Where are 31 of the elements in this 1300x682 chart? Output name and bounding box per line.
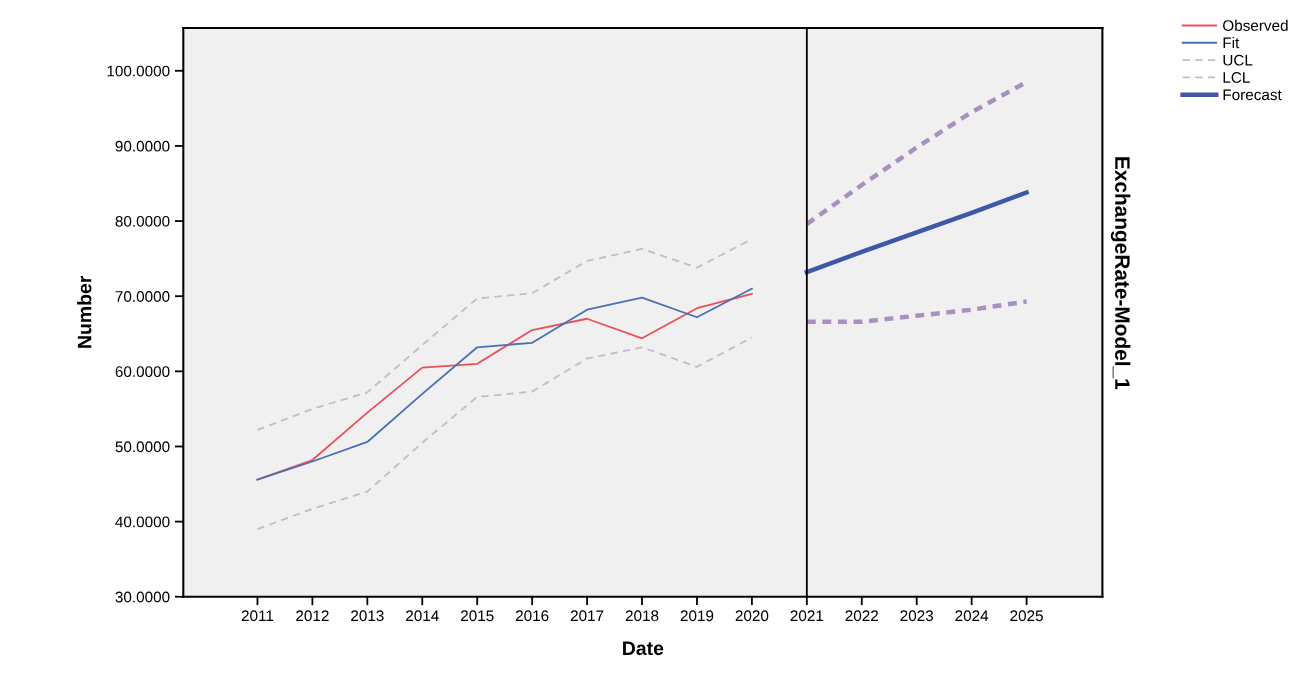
x-tick-label: 2025	[1010, 610, 1043, 622]
x-tick-label: 2013	[351, 610, 384, 622]
x-axis-title: Date	[623, 641, 664, 656]
x-tick-label: 2012	[296, 610, 329, 622]
y-tick-label: 40.0000	[115, 516, 170, 528]
x-tick-label: 2018	[625, 610, 659, 622]
legend-label: Observed	[1223, 19, 1288, 31]
y-axis-title: Number	[77, 275, 92, 348]
legend-label: Fit	[1223, 37, 1240, 49]
x-tick-label: 2020	[735, 610, 769, 622]
x-tick-label: 2014	[406, 610, 439, 622]
y-tick-label: 80.0000	[115, 215, 170, 227]
legend-label: Forecast	[1223, 89, 1282, 101]
x-tick-label: 2024	[955, 610, 989, 622]
x-tick-label: 2015	[460, 610, 494, 622]
x-tick-label: 2017	[570, 610, 604, 622]
legend-label: LCL	[1223, 72, 1250, 83]
x-tick-label: 2011	[241, 610, 274, 622]
y-tick-label: 90.0000	[115, 140, 170, 152]
legend-label: UCL	[1223, 54, 1253, 66]
y-tick-label: 60.0000	[115, 366, 170, 378]
text: ExchangeRate-Model_1	[1110, 157, 1131, 390]
y-tick-label: 50.0000	[115, 441, 170, 453]
x-tick-label: 2021	[790, 610, 824, 622]
x-tick-label: 2016	[515, 610, 549, 622]
y-tick-label: 70.0000	[115, 291, 170, 302]
x-tick-label: 2023	[900, 610, 934, 622]
x-tick-label: 2022	[845, 610, 878, 622]
x-tick-label: 2019	[680, 610, 714, 622]
y-tick-label: 30.0000	[115, 591, 170, 603]
y-tick-label: 100.0000	[107, 65, 170, 77]
